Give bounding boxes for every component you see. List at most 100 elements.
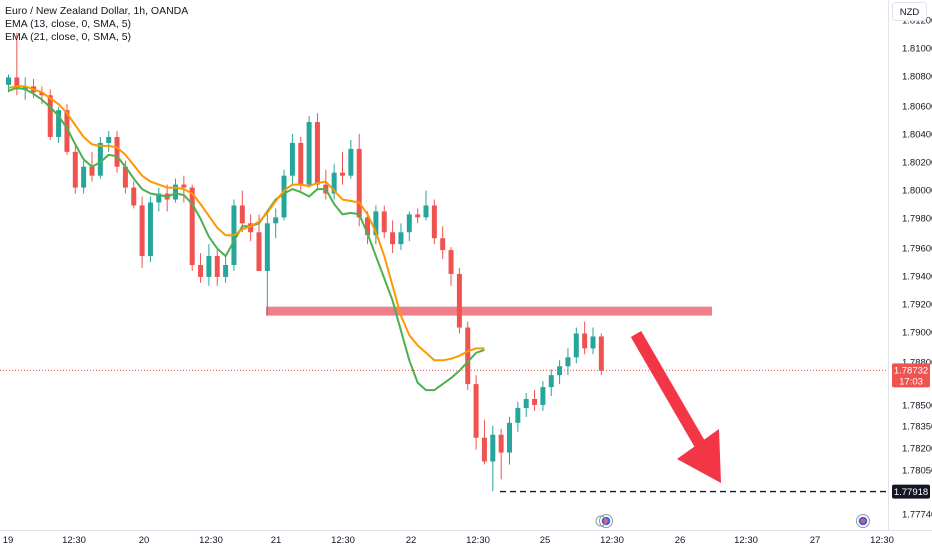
- last-price-box: [892, 363, 930, 388]
- candle: [456, 267, 462, 334]
- candle: [490, 425, 496, 492]
- candle: [565, 348, 571, 376]
- last-price-value: 1.78732: [894, 365, 928, 376]
- candle: [356, 133, 362, 227]
- candle: [548, 369, 554, 397]
- candle: [56, 107, 62, 143]
- candle: [381, 205, 387, 239]
- candle-body: [532, 398, 538, 405]
- candle-body: [298, 142, 304, 185]
- candle-body: [114, 136, 120, 167]
- price-tick-label: 1.78200: [902, 444, 932, 455]
- candle-body: [173, 184, 178, 200]
- candle-body: [273, 217, 279, 224]
- target-price-box: [892, 484, 930, 499]
- time-tick-label: 19: [3, 535, 14, 546]
- candle-body: [47, 95, 53, 137]
- time-tick-label: 26: [675, 535, 686, 546]
- candle-body: [490, 434, 496, 462]
- price-tick-label: 1.80000: [902, 186, 932, 197]
- candle-body: [206, 256, 212, 277]
- price-tick-label: 1.80400: [902, 130, 932, 141]
- time-tick-label: 22: [406, 535, 417, 546]
- candle: [465, 321, 471, 391]
- candle: [314, 113, 320, 191]
- candle: [173, 178, 178, 203]
- candle-body: [356, 148, 362, 218]
- candle: [114, 131, 120, 173]
- candle-body: [64, 110, 70, 152]
- candle-body: [264, 223, 270, 271]
- event-marker-flag-red: [860, 518, 866, 524]
- candle-body: [548, 375, 554, 388]
- price-tick-label: 1.81000: [902, 44, 932, 55]
- candle-body: [14, 77, 20, 90]
- ema21-line: [8, 85, 485, 362]
- candles: [6, 32, 604, 492]
- candle: [214, 250, 220, 286]
- candle-body: [97, 142, 103, 176]
- time-tick-label: 27: [810, 535, 821, 546]
- time-tick-label: 21: [271, 535, 282, 546]
- candle-body: [348, 148, 354, 176]
- price-tick-label: 1.78350: [902, 422, 932, 433]
- candle-body: [340, 172, 345, 176]
- price-tick-label: 1.79800: [902, 214, 932, 225]
- candle-body: [507, 422, 512, 453]
- candle-body: [440, 238, 446, 251]
- candle: [106, 131, 112, 152]
- price-tick-label: 1.78500: [902, 401, 932, 412]
- price-tick-label: 1.79200: [902, 300, 932, 311]
- candle-body: [565, 357, 571, 367]
- candle: [81, 160, 87, 194]
- candle-body: [423, 205, 429, 218]
- candle: [340, 151, 345, 185]
- time-tick-label: 12:30: [331, 535, 355, 546]
- candle-body: [256, 232, 262, 271]
- price-tick-label: 1.79000: [902, 328, 932, 339]
- event-marker-icon: [856, 514, 870, 528]
- candle-body: [523, 398, 529, 408]
- candle-body: [465, 327, 471, 385]
- candle: [590, 327, 596, 355]
- candle: [448, 247, 454, 286]
- candle-body: [147, 202, 153, 257]
- candle-body: [6, 77, 11, 85]
- candle: [298, 136, 304, 191]
- candle: [223, 256, 229, 283]
- down-arrow: [630, 330, 721, 483]
- candle: [14, 32, 20, 96]
- candle-body: [398, 232, 404, 245]
- candle: [532, 390, 538, 411]
- candle-body: [189, 187, 195, 265]
- candle: [390, 220, 396, 254]
- candle: [72, 145, 78, 194]
- candle: [264, 211, 270, 316]
- candle-body: [281, 175, 287, 218]
- currency-badge-box: [892, 2, 927, 21]
- candle-body: [481, 437, 487, 462]
- arrow-shaft: [630, 330, 711, 457]
- candle: [139, 196, 145, 268]
- time-tick-label: 12:30: [466, 535, 490, 546]
- candle-body: [381, 211, 387, 233]
- candle: [415, 208, 421, 224]
- candle-body: [181, 184, 187, 188]
- candle: [365, 211, 371, 245]
- price-tick-label: 1.77740: [902, 510, 932, 521]
- candle: [6, 74, 11, 93]
- candle-body: [106, 136, 112, 143]
- candle-body: [248, 223, 254, 233]
- candle-body: [365, 217, 371, 236]
- candle-body: [72, 151, 78, 188]
- time-tick-label: 12:30: [870, 535, 894, 546]
- last-price-countdown: 17:03: [899, 376, 923, 387]
- candle-body: [373, 211, 379, 236]
- candle: [557, 360, 563, 385]
- candle: [206, 244, 212, 286]
- candle: [498, 428, 504, 480]
- arrow-head: [677, 429, 721, 483]
